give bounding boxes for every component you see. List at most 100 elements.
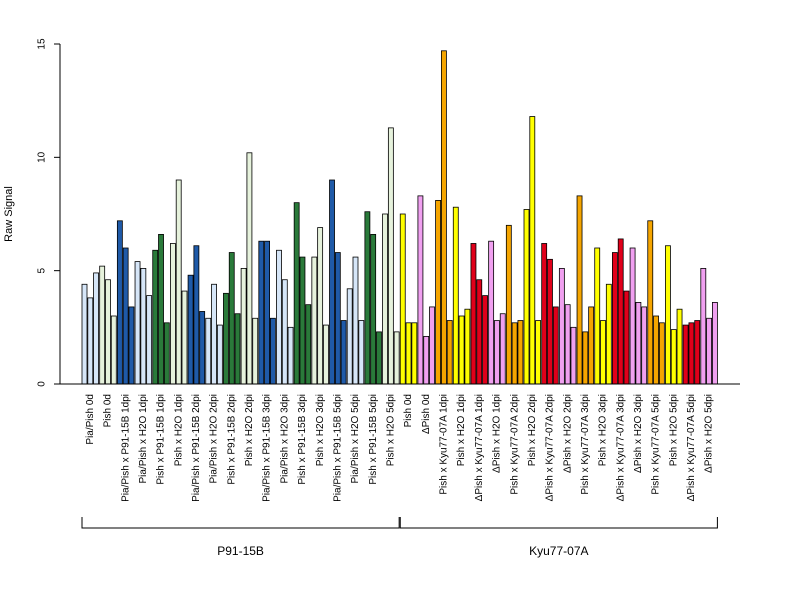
bar bbox=[258, 240, 265, 385]
bar bbox=[700, 267, 707, 385]
bar bbox=[293, 202, 300, 385]
bar bbox=[122, 247, 129, 385]
bar bbox=[605, 283, 612, 385]
x-tick-label: Pia/Pish x P91-15B 2dpi bbox=[191, 394, 202, 502]
group-brackets: P91-15B Kyu77-07A bbox=[81, 517, 718, 558]
x-tick-label: Pish x H2O 3dpi bbox=[315, 394, 326, 466]
bar bbox=[670, 329, 677, 385]
bar bbox=[523, 209, 530, 385]
bar bbox=[252, 317, 259, 385]
bar bbox=[211, 283, 217, 385]
bar bbox=[228, 252, 235, 385]
bar bbox=[199, 311, 206, 385]
bar bbox=[163, 322, 170, 385]
bar bbox=[281, 279, 288, 385]
bar bbox=[552, 306, 559, 385]
x-tick-label: Pia/Pish x H2O 5dpi bbox=[350, 394, 361, 484]
bar bbox=[116, 220, 123, 385]
bar bbox=[399, 213, 406, 385]
bar bbox=[470, 243, 477, 385]
bar bbox=[529, 116, 536, 385]
bar bbox=[334, 252, 341, 385]
bar bbox=[576, 195, 583, 385]
bar bbox=[187, 274, 194, 385]
x-tick-label: Pia/Pish x P91-15B 5dpi bbox=[332, 394, 343, 502]
x-tick-label: Pish x Kyu77-07A 5dpi bbox=[651, 394, 662, 495]
bar bbox=[276, 249, 282, 385]
bar bbox=[600, 320, 606, 385]
bar bbox=[688, 322, 695, 385]
x-tick-label: Pish x Kyu77-07A 2dpi bbox=[509, 394, 520, 495]
x-tick-label: Pish 0d bbox=[103, 394, 114, 427]
bar bbox=[494, 320, 500, 385]
bar bbox=[435, 199, 442, 385]
x-tick-label: Pia/Pish x H2O 1dpi bbox=[138, 394, 149, 484]
bar bbox=[364, 211, 371, 385]
x-tick-label: Pia/Pish x H2O 3dpi bbox=[279, 394, 290, 484]
bar bbox=[393, 331, 400, 385]
x-tick-label: Pia/Pish 0d bbox=[85, 394, 96, 445]
bar bbox=[458, 315, 465, 385]
bar bbox=[340, 320, 347, 385]
bar bbox=[588, 306, 595, 385]
bar bbox=[146, 295, 153, 385]
y-axis: 0 5 10 15 bbox=[37, 38, 61, 387]
bar bbox=[582, 331, 589, 385]
bar bbox=[558, 267, 565, 385]
bar bbox=[370, 233, 377, 385]
y-axis-title: Raw Signal bbox=[3, 186, 15, 242]
x-tick-label: Pia/Pish x P91-15B 1dpi bbox=[120, 394, 131, 502]
bar bbox=[423, 335, 430, 385]
bar bbox=[93, 272, 99, 385]
bar bbox=[505, 224, 512, 385]
bar bbox=[140, 267, 147, 385]
bar bbox=[269, 317, 276, 385]
bar bbox=[358, 320, 365, 385]
x-tick-label: Pish x H2O 2dpi bbox=[527, 394, 538, 466]
x-tick-label: Pish x H2O 2dpi bbox=[244, 394, 255, 466]
y-tick-label: 15 bbox=[37, 38, 48, 50]
x-tick-label: ΔPish x Kyu77-07A 1dpi bbox=[474, 394, 485, 501]
bar bbox=[216, 324, 223, 385]
bar bbox=[623, 290, 630, 385]
x-tick-label: Pish x H2O 5dpi bbox=[386, 394, 397, 466]
group-label: P91-15B bbox=[217, 544, 264, 558]
x-tick-label: ΔPish x Kyu77-07A 3dpi bbox=[615, 394, 626, 501]
x-tick-label: ΔPish x H2O 3dpi bbox=[633, 394, 644, 473]
x-tick-label: Pish x P91-15B 3dpi bbox=[297, 394, 308, 485]
x-tick-label: Pish x P91-15B 2dpi bbox=[226, 394, 237, 485]
bar bbox=[511, 322, 518, 385]
bar bbox=[564, 304, 571, 385]
bar bbox=[134, 261, 141, 385]
bar bbox=[547, 258, 553, 385]
x-tick-label: Pish x H2O 1dpi bbox=[173, 394, 184, 466]
x-tick-label: Pish x H2O 1dpi bbox=[456, 394, 467, 466]
bar bbox=[181, 290, 188, 385]
x-tick-label: Pish x Kyu77-07A 3dpi bbox=[580, 394, 591, 495]
x-tick-label: Pish x H2O 5dpi bbox=[668, 394, 679, 466]
x-tick-label: ΔPish x Kyu77-07A 5dpi bbox=[686, 394, 697, 501]
bar bbox=[482, 295, 488, 385]
bar bbox=[440, 50, 447, 385]
bar bbox=[706, 317, 712, 385]
bar bbox=[323, 324, 329, 385]
bar bbox=[647, 220, 654, 385]
bar bbox=[346, 288, 353, 385]
bar bbox=[694, 320, 701, 385]
bar bbox=[223, 292, 229, 385]
bar bbox=[653, 315, 659, 385]
bar bbox=[594, 247, 601, 385]
x-tick-label: Pish x P91-15B 1dpi bbox=[156, 394, 167, 485]
x-tick-label: ΔPish 0d bbox=[421, 394, 432, 434]
bar bbox=[635, 301, 642, 385]
bar bbox=[541, 243, 548, 385]
x-tick-label: ΔPish x H2O 1dpi bbox=[492, 394, 503, 473]
x-tick-label: ΔPish x H2O 5dpi bbox=[704, 394, 715, 473]
bar bbox=[712, 301, 718, 385]
bar bbox=[311, 256, 318, 385]
bar bbox=[205, 317, 212, 385]
bar bbox=[517, 320, 524, 385]
bar bbox=[299, 256, 306, 385]
x-tick-label: ΔPish x H2O 2dpi bbox=[562, 394, 573, 473]
bar bbox=[81, 283, 88, 385]
